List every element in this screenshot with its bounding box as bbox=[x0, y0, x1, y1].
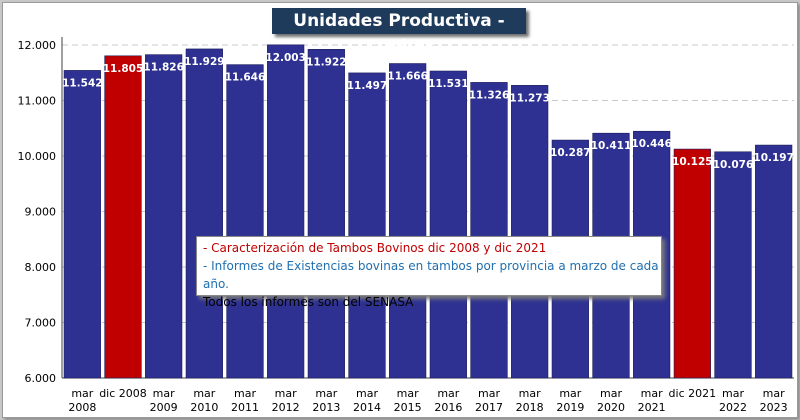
x-tick-label: mar bbox=[478, 387, 500, 400]
x-tick-label: 2015 bbox=[394, 401, 422, 414]
bar bbox=[63, 70, 101, 379]
data-label: 11.646 bbox=[225, 72, 266, 84]
y-tick-label: 12.000 bbox=[18, 39, 57, 52]
x-tick-label: 2008 bbox=[68, 401, 96, 414]
bar bbox=[145, 54, 183, 379]
data-label: 10.197 bbox=[753, 152, 794, 164]
gridlines bbox=[62, 44, 794, 379]
x-tick-label: 2012 bbox=[272, 401, 300, 414]
x-tick-label: mar bbox=[193, 387, 215, 400]
x-tick-label: mar bbox=[559, 387, 581, 400]
x-tick-label: 2020 bbox=[597, 401, 625, 414]
x-tick-label: mar bbox=[722, 387, 744, 400]
x-tick-label: dic 2008 bbox=[99, 387, 147, 400]
x-tick-label: 2013 bbox=[312, 401, 340, 414]
data-label: 11.805 bbox=[103, 63, 144, 75]
y-tick-label: 11.000 bbox=[18, 95, 57, 108]
x-tick-label: 2016 bbox=[434, 401, 462, 414]
data-label: 11.273 bbox=[509, 92, 550, 104]
data-label: 10.411 bbox=[591, 140, 632, 152]
x-tick-label: mar bbox=[356, 387, 378, 400]
bar bbox=[267, 44, 305, 379]
bar bbox=[307, 49, 345, 379]
data-label: 11.929 bbox=[184, 56, 225, 68]
x-tick-label: mar bbox=[519, 387, 541, 400]
x-tick-label: mar bbox=[437, 387, 459, 400]
chart-title: Unidades Productiva - Tambos bbox=[272, 8, 526, 57]
y-tick-label: 8.000 bbox=[25, 261, 57, 274]
bar bbox=[104, 55, 142, 379]
x-tick-label: 2018 bbox=[516, 401, 544, 414]
x-tick-label: mar bbox=[234, 387, 256, 400]
bar bbox=[755, 144, 793, 379]
data-label: 11.326 bbox=[469, 89, 510, 101]
note-line-2: - Informes de Existencias bovinas en tam… bbox=[203, 259, 659, 291]
x-tick-label: 2023 bbox=[760, 401, 788, 414]
y-axis: 6.000 7.000 8.000 9.000 10.000 11.000 12.000 bbox=[18, 37, 63, 385]
x-tick-label: mar bbox=[397, 387, 419, 400]
x-tick-label: 2014 bbox=[353, 401, 381, 414]
bar bbox=[429, 70, 467, 379]
x-tick-label: 2022 bbox=[719, 401, 747, 414]
note-line-3: Todos los informes son del SENASA bbox=[203, 295, 414, 309]
data-label: 11.531 bbox=[428, 78, 469, 90]
x-tick-label: 2009 bbox=[150, 401, 178, 414]
bar bbox=[389, 63, 427, 379]
data-label: 10.125 bbox=[672, 156, 713, 168]
x-tick-label: mar bbox=[315, 387, 337, 400]
x-tick-label: 2011 bbox=[231, 401, 259, 414]
data-label: 11.666 bbox=[387, 71, 428, 83]
x-tick-label: mar bbox=[153, 387, 175, 400]
x-tick-label: mar bbox=[275, 387, 297, 400]
bar bbox=[185, 48, 223, 379]
x-tick-label: 2010 bbox=[190, 401, 218, 414]
bar bbox=[673, 148, 711, 379]
data-label: 10.446 bbox=[631, 138, 672, 150]
bar bbox=[470, 82, 508, 379]
data-label: 11.922 bbox=[306, 56, 347, 68]
y-tick-label: 9.000 bbox=[25, 206, 57, 219]
data-label: 10.076 bbox=[713, 159, 754, 171]
x-tick-label: mar bbox=[600, 387, 622, 400]
source-note: - Caracterización de Tambos Bovinos dic … bbox=[196, 236, 662, 309]
data-label: 12.003 bbox=[265, 52, 306, 64]
data-label: 10.287 bbox=[550, 147, 591, 159]
y-tick-label: 10.000 bbox=[18, 150, 57, 163]
data-label: 11.542 bbox=[62, 77, 103, 89]
data-label: 11.826 bbox=[143, 62, 184, 74]
data-label: 11.497 bbox=[347, 80, 388, 92]
bar bbox=[348, 72, 386, 379]
x-tick-label: mar bbox=[71, 387, 93, 400]
note-line-1: - Caracterización de Tambos Bovinos dic … bbox=[203, 241, 547, 255]
bar bbox=[226, 64, 264, 379]
x-tick-label: 2017 bbox=[475, 401, 503, 414]
bar bbox=[714, 151, 752, 379]
x-tick-label: mar bbox=[641, 387, 663, 400]
x-tick-label: 2021 bbox=[638, 401, 666, 414]
x-tick-label: dic 2021 bbox=[669, 387, 717, 400]
x-tick-label: 2019 bbox=[556, 401, 584, 414]
y-tick-label: 7.000 bbox=[25, 317, 57, 330]
y-tick-label: 6.000 bbox=[25, 372, 57, 385]
bar bbox=[511, 85, 549, 379]
x-tick-label: mar bbox=[763, 387, 785, 400]
